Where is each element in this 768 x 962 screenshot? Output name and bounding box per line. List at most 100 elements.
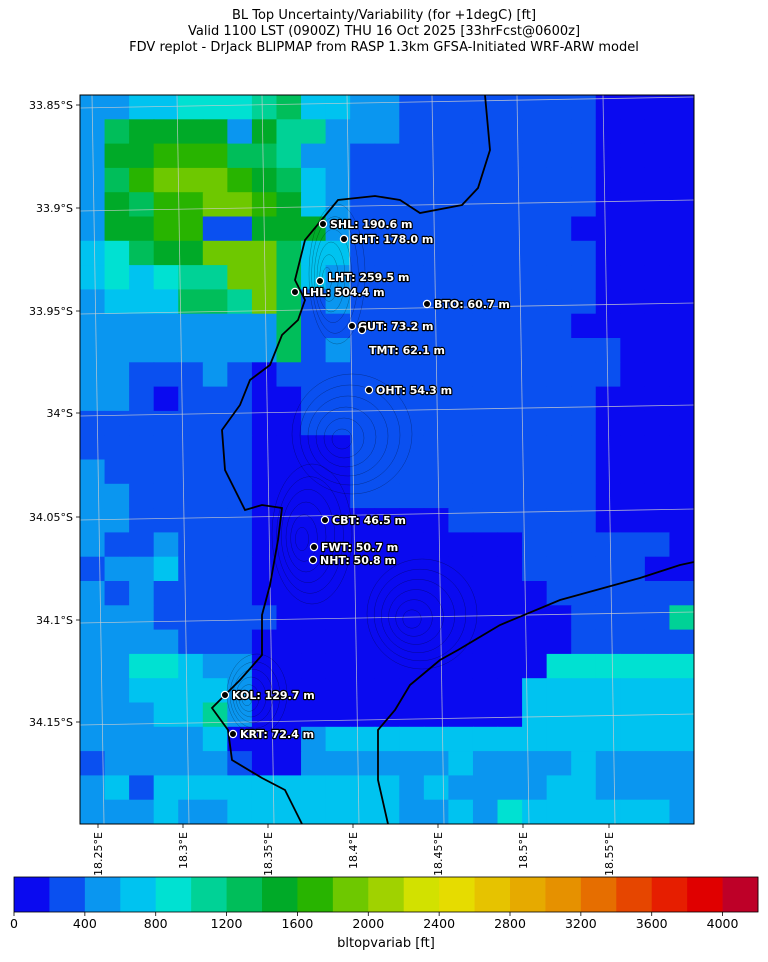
heat-cell xyxy=(227,338,253,363)
heat-cell xyxy=(153,410,179,436)
heat-cell xyxy=(448,410,474,436)
terrain-contour xyxy=(290,514,318,562)
parallel-line xyxy=(80,302,694,315)
heat-cell xyxy=(522,775,548,801)
heat-cell xyxy=(644,775,671,801)
heat-cell xyxy=(472,435,499,461)
heat-cell xyxy=(129,119,155,145)
station-label-tmt: TMT: 62.1 m xyxy=(369,344,445,357)
heat-cell xyxy=(374,653,400,679)
heat-cell xyxy=(448,726,474,752)
heat-cell xyxy=(571,362,597,388)
heat-cell xyxy=(497,386,523,412)
heat-cell xyxy=(153,726,179,752)
heat-cell xyxy=(399,119,425,145)
heat-cell xyxy=(546,95,572,120)
heat-cell xyxy=(571,459,597,485)
heat-cell xyxy=(595,313,621,339)
heat-cell xyxy=(497,143,523,169)
heat-cell xyxy=(202,629,228,655)
heat-cell xyxy=(276,386,302,412)
heat-cell xyxy=(80,265,106,290)
heat-cell xyxy=(546,167,572,193)
heat-cell xyxy=(129,192,155,218)
heat-cell xyxy=(153,605,179,631)
heat-cell xyxy=(620,751,646,776)
heat-cell xyxy=(497,702,523,728)
heat-cell xyxy=(129,143,155,169)
heat-cell xyxy=(325,313,351,339)
station-label-shl: SHL: 190.6 m xyxy=(330,218,412,231)
heat-cell xyxy=(104,216,130,242)
heat-cell xyxy=(546,775,572,801)
heat-cell xyxy=(202,265,228,290)
heat-cell xyxy=(399,799,425,824)
heat-cell xyxy=(251,410,278,436)
terrain-contour xyxy=(315,406,377,468)
colorbar-tick-label: 2400 xyxy=(423,916,456,931)
heat-cell xyxy=(104,435,130,461)
heat-cell xyxy=(153,289,179,315)
heat-cell xyxy=(202,556,228,582)
heat-cell xyxy=(227,119,253,145)
terrain-contour xyxy=(311,216,359,334)
heat-cell xyxy=(104,556,130,582)
heat-cell xyxy=(399,483,425,509)
heat-cell xyxy=(301,143,327,169)
heat-cell xyxy=(472,653,499,679)
heat-cell xyxy=(325,775,351,801)
heat-cell xyxy=(129,775,155,801)
heat-cell xyxy=(350,775,376,801)
station-marker-oht xyxy=(364,385,374,395)
heat-cell xyxy=(595,362,621,388)
heat-cell xyxy=(153,338,179,363)
heat-cell xyxy=(669,508,694,533)
heat-cell xyxy=(571,216,597,242)
heat-cell xyxy=(276,410,302,436)
heat-cell xyxy=(669,119,694,145)
heat-cell xyxy=(325,192,351,218)
heat-cell xyxy=(595,532,621,558)
heat-cell xyxy=(178,775,204,801)
heat-cell xyxy=(251,338,278,363)
heat-cell xyxy=(129,216,155,242)
heat-cell xyxy=(129,362,155,388)
heat-cell xyxy=(301,483,327,509)
heat-cell xyxy=(472,289,499,315)
heat-cell xyxy=(301,240,327,266)
heat-cell xyxy=(80,532,106,558)
heat-cell xyxy=(202,216,228,242)
heat-cell xyxy=(595,556,621,582)
heat-cell xyxy=(472,362,499,388)
heat-cell xyxy=(153,629,179,655)
heat-cell xyxy=(227,386,253,412)
heat-cell xyxy=(80,483,106,509)
heat-cell xyxy=(423,313,449,339)
terrain-contour xyxy=(285,501,327,573)
colorbar-tick-label: 1600 xyxy=(281,916,314,931)
heat-cell xyxy=(448,167,474,193)
heat-cell xyxy=(497,362,523,388)
heat-cell xyxy=(178,678,204,704)
heat-cell xyxy=(374,508,400,533)
heat-cell xyxy=(571,192,597,218)
heat-cell xyxy=(153,556,179,582)
heat-cell xyxy=(374,216,400,242)
heat-cell xyxy=(472,410,499,436)
heat-cell xyxy=(571,119,597,145)
heat-cell xyxy=(522,799,548,824)
heat-cell xyxy=(423,799,449,824)
heat-cell xyxy=(350,702,376,728)
heat-cell xyxy=(522,605,548,631)
terrain-contour xyxy=(331,428,353,450)
heat-cell xyxy=(129,653,155,679)
heat-cell xyxy=(620,532,646,558)
heat-cell xyxy=(129,532,155,558)
meridian-line xyxy=(346,95,360,824)
heat-cell xyxy=(80,313,106,339)
colorbar-swatch xyxy=(332,877,369,912)
heat-cell xyxy=(497,410,523,436)
heat-cell xyxy=(669,386,694,412)
heat-cell xyxy=(399,167,425,193)
heat-cell xyxy=(620,338,646,363)
